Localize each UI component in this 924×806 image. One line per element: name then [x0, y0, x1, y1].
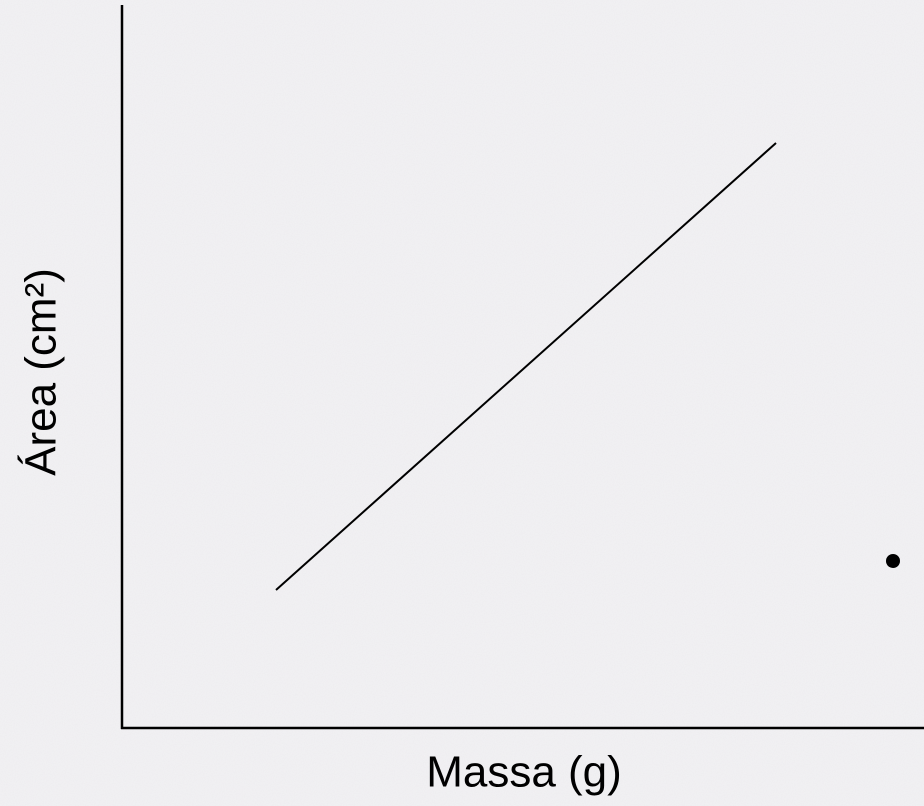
point: [886, 554, 900, 568]
y-axis-label: Área (cm²): [17, 268, 66, 476]
trend-line: [275, 142, 777, 591]
x-axis-label: Massa (g): [426, 748, 622, 797]
